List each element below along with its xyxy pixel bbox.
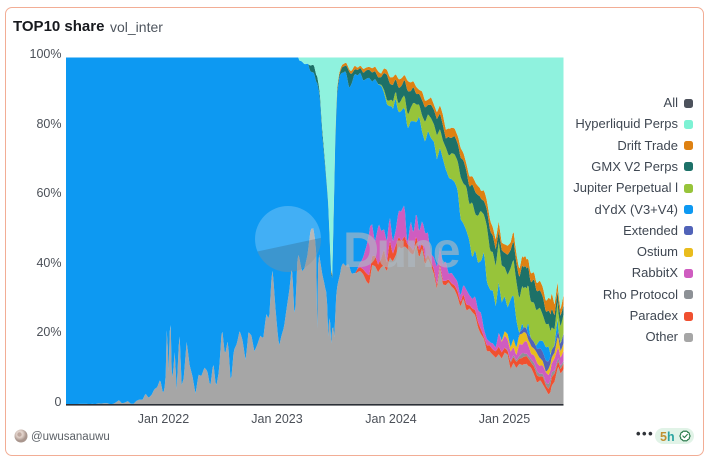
svg-text:Dune: Dune: [343, 222, 460, 278]
